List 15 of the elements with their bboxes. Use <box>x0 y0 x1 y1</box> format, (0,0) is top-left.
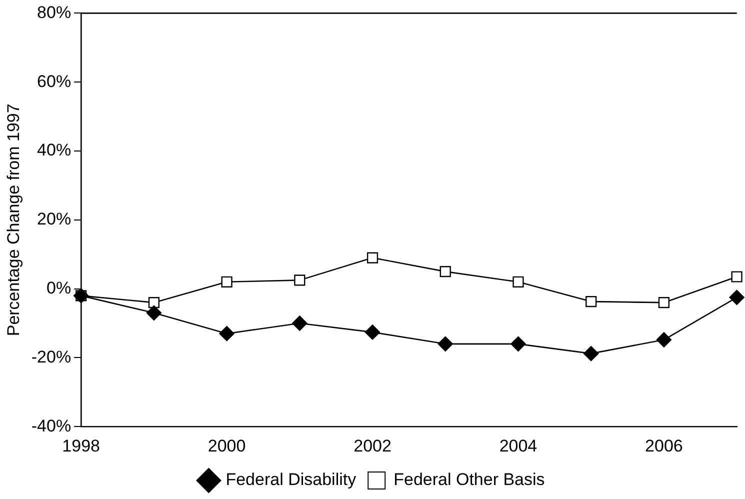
x-tick-label: 2000 <box>208 436 246 456</box>
legend-label: Federal Other Basis <box>394 470 545 490</box>
y-tick-label: -40% <box>31 416 72 436</box>
y-tick-label: 80% <box>37 2 72 22</box>
legend-label: Federal Disability <box>226 470 357 490</box>
x-tick-label: 2006 <box>645 436 683 456</box>
y-tick-label: 40% <box>37 140 72 160</box>
y-tick-label: 0% <box>46 278 72 298</box>
y-tick-label: 60% <box>37 72 72 91</box>
y-tick-label: -20% <box>31 347 72 366</box>
x-tick-label: 2002 <box>354 436 392 456</box>
y-axis-title: Percentage Change from 1997 <box>4 104 23 336</box>
x-tick-label: 2004 <box>499 436 538 456</box>
y-tick-label: 20% <box>37 210 72 229</box>
x-tick-label: 1998 <box>62 436 100 456</box>
